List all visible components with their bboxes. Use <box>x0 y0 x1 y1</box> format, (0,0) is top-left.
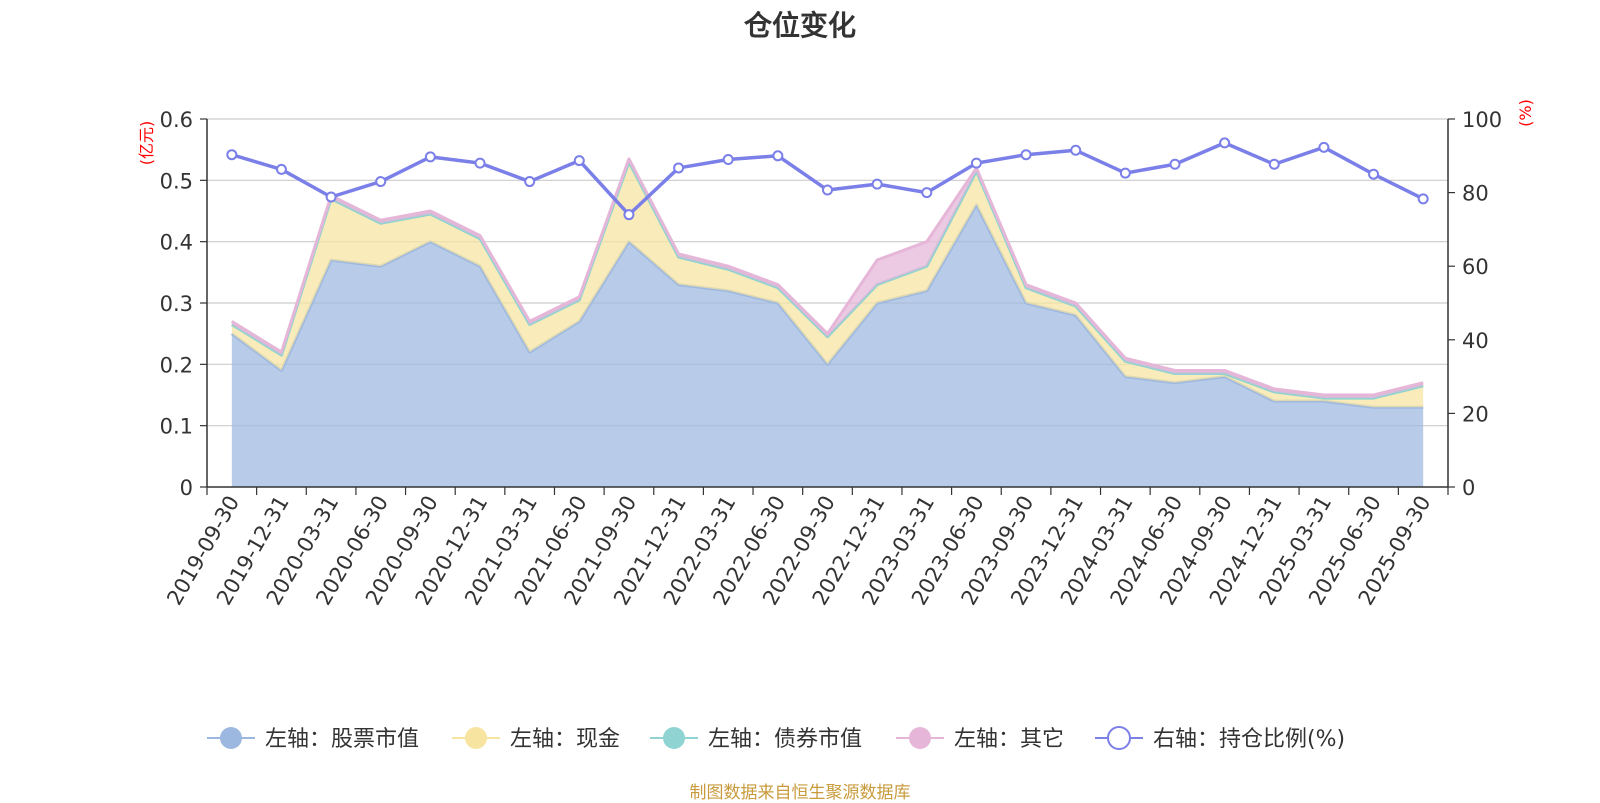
legend-marker <box>220 727 242 749</box>
ratio-point <box>1219 137 1231 149</box>
ratio-point <box>474 157 486 169</box>
ratio-point <box>226 149 238 161</box>
ratio-point <box>1417 193 1429 205</box>
ratio-point <box>623 209 635 221</box>
y-left-tick-label: 0.5 <box>160 169 193 193</box>
legend-label: 左轴：其它 <box>954 727 1064 752</box>
ratio-point <box>1169 158 1181 170</box>
ratio-point <box>573 155 585 167</box>
ratio-point <box>375 176 387 188</box>
y-right-tick-label: 0 <box>1462 476 1475 500</box>
y-left-tick-label: 0.2 <box>160 353 193 377</box>
legend-label: 右轴：持仓比例(%) <box>1153 727 1345 752</box>
ratio-point <box>772 150 784 162</box>
y-right-tick-label: 40 <box>1462 329 1489 353</box>
legend-label: 左轴：债券市值 <box>708 727 862 752</box>
legend-marker <box>909 727 931 749</box>
ratio-point <box>1119 167 1131 179</box>
stacked-areas <box>230 157 1424 487</box>
area-左轴：股票市值 <box>231 204 1424 487</box>
y-left-tick-label: 0.6 <box>160 108 193 132</box>
area-左轴：现金 <box>231 161 1424 408</box>
ratio-line <box>231 141 1424 217</box>
y-right-tick-label: 100 <box>1462 108 1502 132</box>
y-right-unit-label: (%) <box>1516 99 1535 127</box>
y-left-tick-label: 0.4 <box>160 231 193 255</box>
legend-marker <box>1107 726 1131 750</box>
ratio-point <box>275 163 287 175</box>
ratio-point <box>1020 149 1032 161</box>
ratio-point <box>871 178 883 190</box>
y-left-tick-label: 0.3 <box>160 292 193 316</box>
ratio-point <box>673 162 685 174</box>
y-right-tick-label: 80 <box>1462 182 1489 206</box>
ratio-point <box>1070 144 1082 156</box>
ratio-point <box>921 187 933 199</box>
legend: 左轴：股票市值 左轴：现金 左轴：债券市值 左轴：其它 右轴：持仓比例(%) <box>207 726 1345 752</box>
legend-marker <box>663 727 685 749</box>
data-source-note: 制图数据来自恒生聚源数据库 <box>689 783 911 803</box>
legend-label: 左轴：股票市值 <box>265 727 419 752</box>
y-left-tick-label: 0.1 <box>160 415 193 439</box>
chart-title: 仓位变化 <box>743 9 856 42</box>
area-edge-左轴：其它 <box>231 157 1424 397</box>
ratio-point <box>1318 141 1330 153</box>
ratio-point <box>822 184 833 196</box>
y-right-tick-label: 60 <box>1462 255 1489 279</box>
y-left-unit-label: (亿元) <box>137 121 156 166</box>
legend-marker <box>465 727 487 749</box>
ratio-point <box>1268 158 1280 170</box>
ratio-point <box>524 176 536 188</box>
y-left-tick-label: 0 <box>180 476 193 500</box>
ratio-point <box>325 191 337 203</box>
ratio-point <box>1368 168 1380 180</box>
y-right-tick-label: 20 <box>1462 402 1489 426</box>
legend-label: 左轴：现金 <box>510 727 620 752</box>
ratio-point <box>424 151 436 163</box>
ratio-point <box>722 153 734 165</box>
ratio-point <box>970 157 982 169</box>
ratio-line-layer <box>226 137 1429 221</box>
